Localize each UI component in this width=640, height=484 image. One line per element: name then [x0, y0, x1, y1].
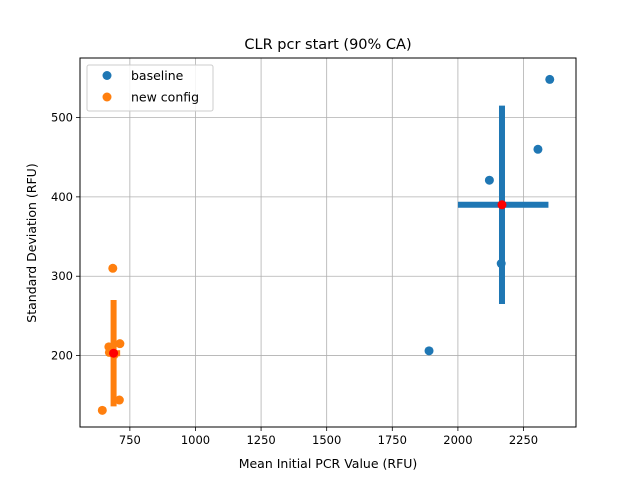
y-tick-label: 200 [51, 349, 73, 363]
data-layer [97, 74, 555, 415]
point-baseline [533, 144, 543, 154]
grid-layer [80, 58, 576, 427]
x-tick-label: 2250 [509, 433, 538, 447]
legend-box [86, 64, 214, 112]
chart-title: CLR pcr start (90% CA) [244, 37, 411, 53]
x-tick-label: 2000 [443, 433, 472, 447]
point-new-config [114, 395, 124, 405]
point-new-config [115, 339, 125, 349]
tick-layer: 750 1000 1250 1500 1750 2000 2250 200 300 400 500 [51, 111, 538, 447]
point-baseline [545, 74, 555, 84]
x-tick-label: 1500 [312, 433, 341, 447]
legend-label-baseline: baseline [131, 68, 184, 83]
x-tick-label: 1000 [181, 433, 210, 447]
y-tick-label: 500 [51, 111, 73, 125]
x-tick-label: 750 [119, 433, 141, 447]
y-axis-label: Standard Deviation (RFU) [24, 163, 39, 322]
point-new-config [97, 405, 107, 415]
point-new-config [108, 263, 118, 273]
mean-point-baseline [497, 200, 507, 210]
y-tick-label: 400 [51, 190, 73, 204]
x-axis-label: Mean Initial PCR Value (RFU) [239, 456, 418, 471]
point-baseline [424, 346, 434, 356]
point-baseline [484, 175, 494, 185]
legend-marker-new-config [102, 92, 112, 102]
mean-point-new-config [109, 348, 119, 358]
axes-frame [79, 57, 577, 428]
legend-label-new-config: new config [131, 90, 199, 105]
legend: baseline new config [86, 64, 214, 112]
x-tick-label: 1250 [246, 433, 275, 447]
y-tick-label: 300 [51, 269, 73, 283]
legend-marker-baseline [102, 71, 112, 80]
x-tick-label: 1750 [378, 433, 407, 447]
